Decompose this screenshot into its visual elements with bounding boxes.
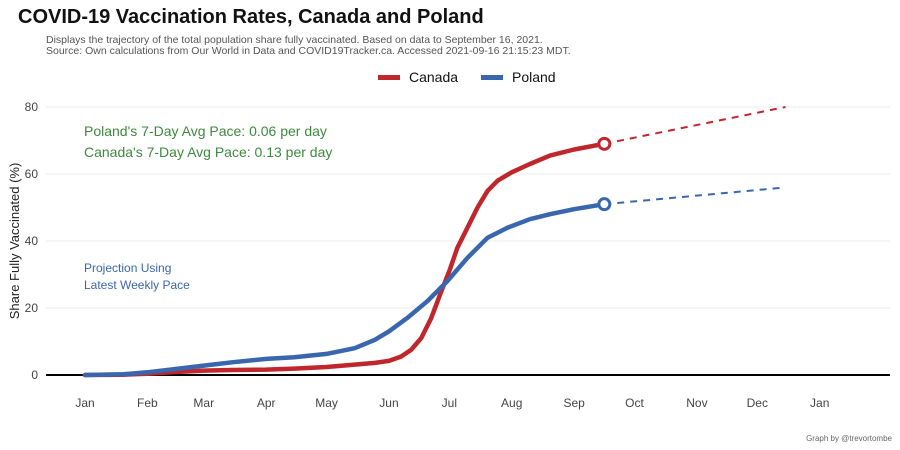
subtitle-line-1: Displays the trajectory of the total pop… bbox=[46, 34, 543, 46]
y-tick-label-0: 0 bbox=[31, 368, 38, 382]
legend-item-canada: Canada bbox=[378, 69, 458, 85]
annotation-poland-pace: Poland's 7-Day Avg Pace: 0.06 per day bbox=[84, 123, 327, 139]
x-tick-label-5: Jun bbox=[379, 396, 398, 410]
x-tick-label-10: Nov bbox=[686, 396, 707, 410]
chart-legend: Canada Poland bbox=[0, 69, 900, 87]
projection-line-poland bbox=[604, 186, 786, 206]
legend-label-poland: Poland bbox=[512, 69, 556, 85]
annotation-projection-line-2: Latest Weekly Pace bbox=[84, 278, 190, 292]
annotation-canada-pace: Canada's 7-Day Avg Pace: 0.13 per day bbox=[84, 144, 332, 160]
chart-caption: Graph by @trevortombe bbox=[806, 434, 892, 443]
chart-title: COVID-19 Vaccination Rates, Canada and P… bbox=[18, 6, 484, 28]
endpoint-marker-poland bbox=[597, 197, 612, 212]
endpoint-marker-canada bbox=[597, 136, 612, 151]
x-tick-label-6: Jul bbox=[442, 396, 457, 410]
series-line-canada bbox=[82, 141, 607, 378]
x-tick-label-8: Sep bbox=[563, 396, 585, 410]
series-line-poland bbox=[82, 201, 607, 378]
subtitle-line-2: Source: Own calculations from Our World … bbox=[46, 45, 571, 57]
chart-subtitle: Displays the trajectory of the total pop… bbox=[46, 35, 571, 57]
x-tick-label-1: Feb bbox=[137, 396, 158, 410]
x-tick-label-7: Aug bbox=[501, 396, 522, 410]
y-axis-title: Share Fully Vaccinated (%) bbox=[7, 163, 22, 320]
legend-label-canada: Canada bbox=[409, 69, 459, 85]
legend-swatch-canada bbox=[378, 74, 400, 80]
y-tick-label-20: 20 bbox=[25, 301, 39, 315]
x-tick-label-9: Oct bbox=[625, 396, 644, 410]
x-tick-label-4: May bbox=[315, 396, 338, 410]
x-tick-label-3: Apr bbox=[257, 396, 276, 410]
projection-line-canada bbox=[604, 106, 786, 145]
y-tick-label-40: 40 bbox=[25, 234, 39, 248]
x-tick-label-0: Jan bbox=[75, 396, 94, 410]
x-tick-label-11: Dec bbox=[747, 396, 768, 410]
x-tick-label-2: Mar bbox=[193, 396, 214, 410]
annotation-projection-line-1: Projection Using bbox=[84, 261, 171, 275]
y-tick-label-80: 80 bbox=[25, 100, 39, 114]
legend-item-poland: Poland bbox=[481, 69, 556, 85]
x-tick-label-12: Jan bbox=[810, 396, 829, 410]
y-tick-label-60: 60 bbox=[25, 167, 39, 181]
legend-swatch-poland bbox=[481, 74, 503, 80]
